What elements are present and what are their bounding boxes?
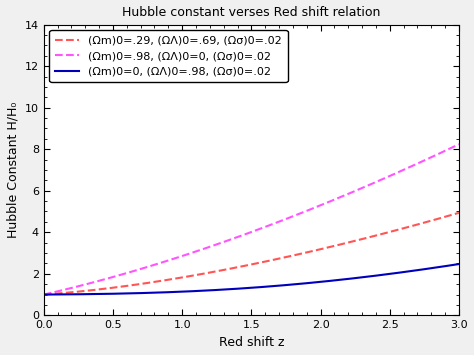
- (Ωm)0=.98, (ΩΛ)0=0, (Ωσ)0=.02: [41, 293, 46, 297]
- (Ωm)0=0, (ΩΛ)0=.98, (Ωσ)0=.02: [444, 264, 449, 268]
- (Ωm)0=.98, (ΩΛ)0=0, (Ωσ)0=.02: [456, 142, 462, 146]
- (Ωm)0=.29, (ΩΛ)0=.69, (Ωσ)0=.02: [444, 214, 450, 218]
- (Ωm)0=.29, (ΩΛ)0=.69, (Ωσ)0=.02: [368, 235, 374, 239]
- Line: (Ωm)0=.29, (ΩΛ)0=.69, (Ωσ)0=.02: (Ωm)0=.29, (ΩΛ)0=.69, (Ωσ)0=.02: [44, 213, 459, 295]
- (Ωm)0=.29, (ΩΛ)0=.69, (Ωσ)0=.02: [232, 266, 237, 270]
- X-axis label: Red shift z: Red shift z: [219, 336, 284, 349]
- Line: (Ωm)0=0, (ΩΛ)0=.98, (Ωσ)0=.02: (Ωm)0=0, (ΩΛ)0=.98, (Ωσ)0=.02: [44, 264, 459, 295]
- (Ωm)0=.98, (ΩΛ)0=0, (Ωσ)0=.02: [62, 288, 68, 292]
- (Ωm)0=0, (ΩΛ)0=.98, (Ωσ)0=.02: [41, 293, 46, 297]
- (Ωm)0=0, (ΩΛ)0=.98, (Ωσ)0=.02: [368, 274, 374, 278]
- (Ωm)0=.98, (ΩΛ)0=0, (Ωσ)0=.02: [368, 182, 374, 186]
- (Ωm)0=.98, (ΩΛ)0=0, (Ωσ)0=.02: [444, 148, 449, 152]
- Line: (Ωm)0=.98, (ΩΛ)0=0, (Ωσ)0=.02: (Ωm)0=.98, (ΩΛ)0=0, (Ωσ)0=.02: [44, 144, 459, 295]
- (Ωm)0=.29, (ΩΛ)0=.69, (Ωσ)0=.02: [456, 211, 462, 215]
- (Ωm)0=.29, (ΩΛ)0=.69, (Ωσ)0=.02: [41, 293, 46, 297]
- (Ωm)0=0, (ΩΛ)0=.98, (Ωσ)0=.02: [232, 287, 237, 291]
- Y-axis label: Hubble Constant H/H₀: Hubble Constant H/H₀: [6, 102, 19, 238]
- (Ωm)0=.98, (ΩΛ)0=0, (Ωσ)0=.02: [232, 236, 237, 240]
- Title: Hubble constant verses Red shift relation: Hubble constant verses Red shift relatio…: [122, 6, 381, 19]
- (Ωm)0=.29, (ΩΛ)0=.69, (Ωσ)0=.02: [62, 291, 68, 295]
- (Ωm)0=.98, (ΩΛ)0=0, (Ωσ)0=.02: [243, 232, 248, 236]
- Legend: (Ωm)0=.29, (ΩΛ)0=.69, (Ωσ)0=.02, (Ωm)0=.98, (ΩΛ)0=0, (Ωσ)0=.02, (Ωm)0=0, (ΩΛ)0=.: (Ωm)0=.29, (ΩΛ)0=.69, (Ωσ)0=.02, (Ωm)0=.…: [49, 30, 288, 82]
- (Ωm)0=0, (ΩΛ)0=.98, (Ωσ)0=.02: [62, 292, 68, 296]
- (Ωm)0=0, (ΩΛ)0=.98, (Ωσ)0=.02: [243, 286, 248, 290]
- (Ωm)0=0, (ΩΛ)0=.98, (Ωσ)0=.02: [444, 264, 450, 268]
- (Ωm)0=.29, (ΩΛ)0=.69, (Ωσ)0=.02: [243, 263, 248, 268]
- (Ωm)0=.98, (ΩΛ)0=0, (Ωσ)0=.02: [444, 148, 450, 152]
- (Ωm)0=.29, (ΩΛ)0=.69, (Ωσ)0=.02: [444, 214, 449, 218]
- (Ωm)0=0, (ΩΛ)0=.98, (Ωσ)0=.02: [456, 262, 462, 266]
